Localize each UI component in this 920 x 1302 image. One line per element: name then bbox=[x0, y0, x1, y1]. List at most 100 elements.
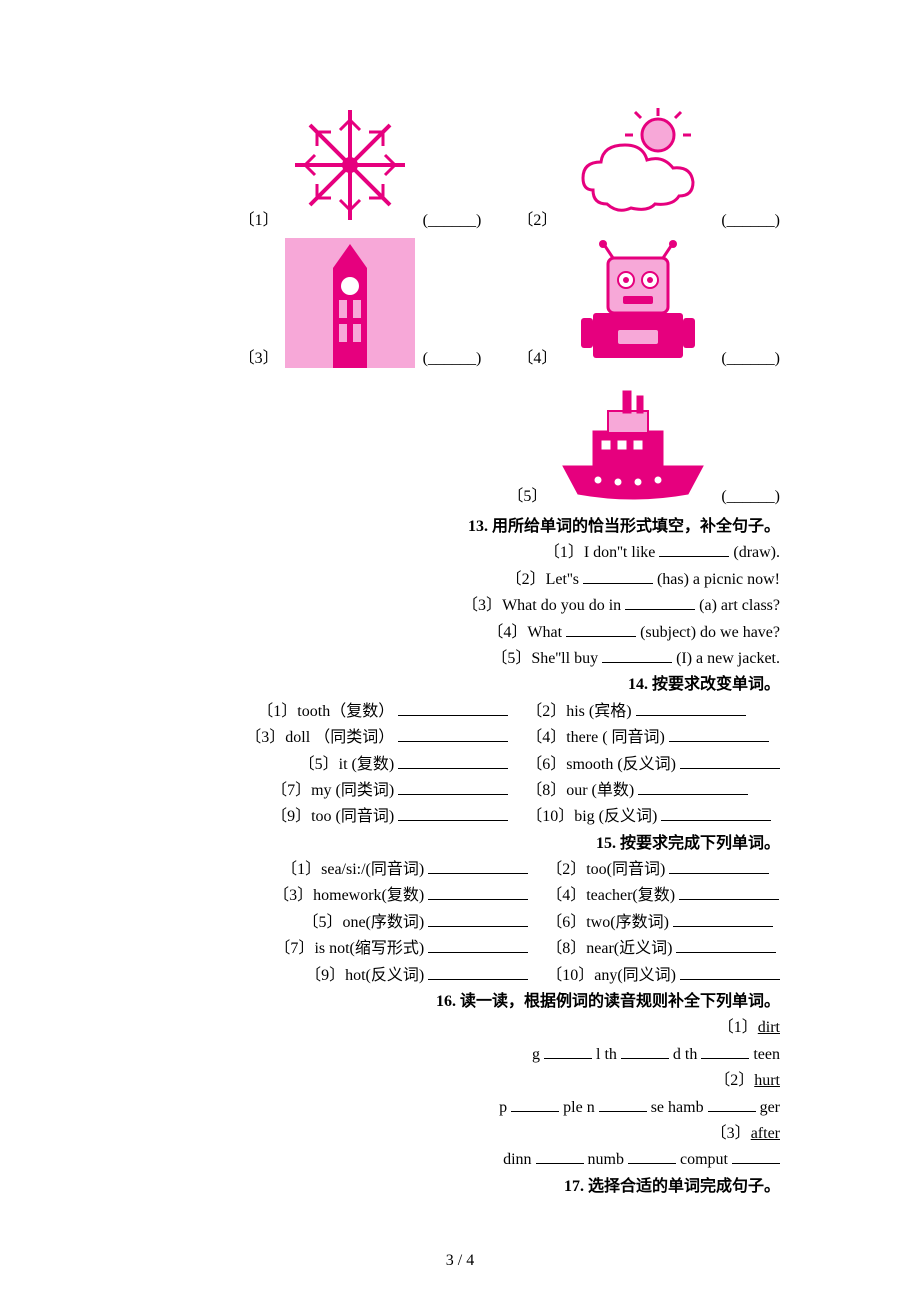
blank bbox=[511, 1096, 559, 1112]
q14-item: 〔10〕big (反义词) bbox=[526, 804, 780, 830]
q15-block: 15. 按要求完成下列单词。 bbox=[140, 831, 780, 857]
image-num: 〔5〕 bbox=[507, 482, 547, 506]
blank bbox=[398, 700, 508, 716]
q14-item: 〔6〕smooth (反义词) bbox=[526, 752, 780, 778]
q13-item: 〔4〕What (subject) do we have? bbox=[140, 620, 780, 646]
blank bbox=[732, 1148, 780, 1164]
blank-paren: (______) bbox=[423, 212, 482, 230]
q14-cols: 〔1〕tooth（复数） 〔3〕doll （同类词） 〔5〕it (复数) 〔7… bbox=[140, 699, 780, 831]
blank bbox=[428, 884, 528, 900]
q14-title: 14. 按要求改变单词。 bbox=[140, 672, 780, 698]
q15-title: 15. 按要求完成下列单词。 bbox=[140, 831, 780, 857]
blank bbox=[680, 753, 780, 769]
q16-block: 16. 读一读，根据例词的读音规则补全下列单词。 〔1〕dirt g l th … bbox=[140, 989, 780, 1174]
q15-item: 〔5〕one(序数词) bbox=[273, 910, 528, 936]
blank bbox=[669, 726, 769, 742]
blank bbox=[659, 541, 729, 557]
q14-item: 〔1〕tooth（复数） bbox=[245, 699, 508, 725]
q16-word: 〔2〕hurt bbox=[140, 1068, 780, 1094]
blank bbox=[398, 726, 508, 742]
q13-item: 〔3〕What do you do in (a) art class? bbox=[140, 593, 780, 619]
q13-item: 〔1〕I don''t like (draw). bbox=[140, 540, 780, 566]
blank bbox=[628, 1148, 676, 1164]
blank bbox=[679, 884, 779, 900]
blank bbox=[428, 911, 528, 927]
blank bbox=[428, 937, 528, 953]
page-number: 3 / 4 bbox=[0, 1252, 920, 1270]
q14-item: 〔7〕my (同类词) bbox=[245, 778, 508, 804]
blank-paren: (______) bbox=[423, 350, 482, 368]
blank-paren: (______) bbox=[721, 212, 780, 230]
sun-cloud-icon bbox=[563, 100, 713, 230]
q14-item: 〔9〕too (同音词) bbox=[245, 804, 508, 830]
q16-parts: g l th d th teen bbox=[140, 1042, 780, 1068]
big-ben-icon bbox=[285, 238, 415, 368]
q15-cols: 〔1〕sea/si:/(同音词) 〔3〕homework(复数) 〔5〕one(… bbox=[140, 857, 780, 989]
q14-item: 〔3〕doll （同类词） bbox=[245, 725, 508, 751]
q13-item: 〔2〕Let''s (has) a picnic now! bbox=[140, 567, 780, 593]
blank bbox=[621, 1043, 669, 1059]
q14-item: 〔4〕there ( 同音词) bbox=[526, 725, 780, 751]
q14-item: 〔8〕our (单数) bbox=[526, 778, 780, 804]
blank-paren: (______) bbox=[721, 488, 780, 506]
q16-title: 16. 读一读，根据例词的读音规则补全下列单词。 bbox=[140, 989, 780, 1015]
blank bbox=[638, 779, 748, 795]
blank bbox=[676, 937, 776, 953]
q16-word: 〔3〕after bbox=[140, 1121, 780, 1147]
q15-item: 〔6〕two(序数词) bbox=[546, 910, 780, 936]
image-num: 〔1〕 bbox=[239, 206, 279, 230]
blank bbox=[669, 858, 769, 874]
q17-block: 17. 选择合适的单词完成句子。 bbox=[140, 1174, 780, 1200]
image-row-3: 〔5〕 (______) bbox=[140, 376, 780, 506]
image-item-2: 〔2〕 (______) bbox=[511, 100, 780, 230]
blank bbox=[680, 964, 780, 980]
image-row-2: 〔3〕 (______) 〔4〕 bbox=[140, 238, 780, 368]
q15-item: 〔8〕near(近义词) bbox=[546, 936, 780, 962]
blank bbox=[428, 964, 528, 980]
robot-icon bbox=[563, 238, 713, 368]
q13-title: 13. 用所给单词的恰当形式填空，补全句子。 bbox=[140, 514, 780, 540]
q15-item: 〔4〕teacher(复数) bbox=[546, 883, 780, 909]
q15-item: 〔10〕any(同义词) bbox=[546, 963, 780, 989]
blank bbox=[544, 1043, 592, 1059]
q16-parts: dinn numb comput bbox=[140, 1147, 780, 1173]
blank bbox=[398, 753, 508, 769]
blank bbox=[428, 858, 528, 874]
q15-item: 〔2〕too(同音词) bbox=[546, 857, 780, 883]
blank bbox=[398, 779, 508, 795]
blank bbox=[566, 621, 636, 637]
image-item-3: 〔3〕 (______) bbox=[233, 238, 482, 368]
q15-item: 〔7〕is not(缩写形式) bbox=[273, 936, 528, 962]
q13-item: 〔5〕She''ll buy (I) a new jacket. bbox=[140, 646, 780, 672]
image-item-5: 〔5〕 (______) bbox=[501, 376, 780, 506]
q14-item: 〔5〕it (复数) bbox=[245, 752, 508, 778]
q17-title: 17. 选择合适的单词完成句子。 bbox=[140, 1174, 780, 1200]
q16-word: 〔1〕dirt bbox=[140, 1015, 780, 1041]
blank bbox=[398, 805, 508, 821]
image-num: 〔3〕 bbox=[239, 344, 279, 368]
q15-item: 〔1〕sea/si:/(同音词) bbox=[273, 857, 528, 883]
q14-item: 〔2〕his (宾格) bbox=[526, 699, 780, 725]
blank bbox=[599, 1096, 647, 1112]
blank bbox=[661, 805, 771, 821]
blank bbox=[602, 647, 672, 663]
q15-item: 〔9〕hot(反义词) bbox=[273, 963, 528, 989]
q13-block: 13. 用所给单词的恰当形式填空，补全句子。 〔1〕I don''t like … bbox=[140, 514, 780, 672]
blank bbox=[708, 1096, 756, 1112]
blank bbox=[536, 1148, 584, 1164]
q15-item: 〔3〕homework(复数) bbox=[273, 883, 528, 909]
image-item-1: 〔1〕 bbox=[233, 100, 482, 230]
blank bbox=[673, 911, 773, 927]
image-num: 〔2〕 bbox=[517, 206, 557, 230]
blank-paren: (______) bbox=[721, 350, 780, 368]
image-num: 〔4〕 bbox=[517, 344, 557, 368]
blank bbox=[636, 700, 746, 716]
blank bbox=[583, 568, 653, 584]
blank bbox=[701, 1043, 749, 1059]
image-row-1: 〔1〕 bbox=[140, 100, 780, 230]
snowflake-icon bbox=[285, 100, 415, 230]
q14-block: 14. 按要求改变单词。 bbox=[140, 672, 780, 698]
ship-icon bbox=[553, 376, 713, 506]
q16-parts: p ple n se hamb ger bbox=[140, 1095, 780, 1121]
blank bbox=[625, 594, 695, 610]
